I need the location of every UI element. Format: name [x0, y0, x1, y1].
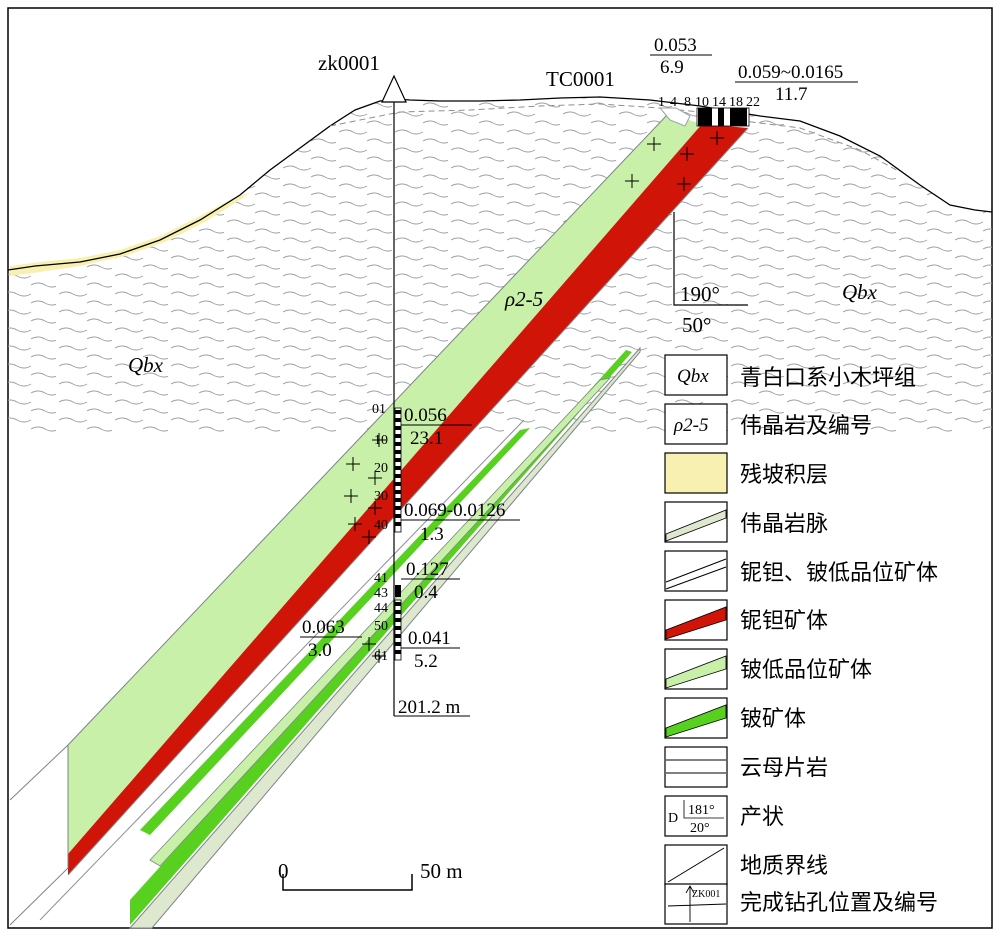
svg-text:云母片岩: 云母片岩: [740, 756, 828, 781]
drill-tick: 10: [374, 433, 388, 448]
svg-text:0.059~0.0165: 0.059~0.0165: [738, 62, 843, 83]
scale-start: 0: [278, 859, 289, 883]
svg-text:6.9: 6.9: [660, 57, 684, 78]
nbta-orebody: [68, 124, 748, 875]
scale-end: 50 m: [420, 859, 463, 883]
dashed-horizon: [719, 117, 901, 173]
drill-tick: 01: [372, 402, 386, 417]
svg-text:1.3: 1.3: [420, 524, 444, 545]
svg-text:0.069-0.0126: 0.069-0.0126: [404, 500, 505, 521]
be-lowgrade-vein: [149, 377, 612, 867]
grade-label: 0.056 23.1: [401, 405, 472, 449]
svg-text:地质界线: 地质界线: [740, 854, 828, 879]
svg-text:0.041: 0.041: [408, 628, 451, 649]
svg-text:产状: 产状: [740, 805, 784, 830]
svg-text:5.2: 5.2: [414, 651, 438, 672]
svg-text:0.127: 0.127: [406, 559, 449, 580]
attitude-symbol: [673, 212, 748, 306]
trench-sample-number: 8: [684, 95, 691, 110]
svg-text:0.053: 0.053: [654, 35, 697, 56]
pegmatite-vein-outline: [128, 346, 641, 929]
svg-text:完成钻孔位置及编号: 完成钻孔位置及编号: [740, 891, 938, 916]
be-ore-vein: [140, 428, 530, 835]
drill-hole-marker: [381, 74, 407, 103]
svg-text:ρ2-5: ρ2-5: [673, 415, 708, 436]
svg-text:ZK001: ZK001: [692, 889, 720, 900]
formation-label: Qbx: [842, 280, 878, 304]
attitude-dip: 50°: [682, 313, 711, 337]
svg-text:D: D: [668, 811, 678, 826]
grade-label: 0.059~0.0165 11.7: [735, 62, 858, 105]
trench-sample-number: 4: [670, 95, 677, 110]
scale-bar: [282, 874, 413, 891]
drill-tick: 43: [374, 586, 388, 601]
trench-sample-number: 10: [695, 95, 709, 110]
svg-text:铍矿体: 铍矿体: [740, 707, 806, 732]
dyke-label: ρ2-5: [504, 287, 543, 311]
trench-sample-number: 1: [658, 95, 665, 110]
drill-tick: 50: [374, 619, 388, 634]
svg-text:20°: 20°: [690, 821, 710, 836]
boundary-line: [39, 419, 525, 921]
grade-label: 0.069-0.0126 1.3: [401, 500, 520, 545]
trench-name: TC0001: [546, 67, 615, 91]
drill-tick: 40: [374, 518, 388, 533]
svg-text:0.4: 0.4: [414, 582, 438, 603]
svg-text:残坡积层: 残坡积层: [740, 463, 828, 488]
drill-hole-name: zk0001: [318, 51, 380, 75]
drill-tick: 44: [374, 601, 388, 616]
trench-samples: [658, 107, 750, 127]
drill-tick: 30: [374, 489, 388, 504]
pegmatite-crosses: [344, 131, 724, 663]
drill-tick: 20: [374, 461, 388, 476]
svg-text:铌钽矿体: 铌钽矿体: [740, 609, 828, 634]
dyke-boundary: [9, 113, 749, 926]
svg-text:青白口系小木坪组: 青白口系小木坪组: [740, 366, 916, 391]
svg-text:伟晶岩及编号: 伟晶岩及编号: [740, 414, 872, 439]
trench-sample-number: 22: [746, 95, 760, 110]
grade-label: 0.041 5.2: [401, 628, 460, 672]
trench-sample-number: 14: [712, 95, 726, 110]
ground-surface: [7, 96, 993, 271]
formation-label: Qbx: [128, 353, 164, 377]
svg-text:0.056: 0.056: [404, 405, 447, 426]
attitude-azimuth: 190°: [680, 282, 720, 306]
colluvium-strip: [10, 192, 250, 276]
drill-sample-intervals: [394, 407, 402, 661]
drill-tick: 61: [374, 649, 388, 664]
svg-text:0.063: 0.063: [302, 617, 345, 638]
grade-label: 0.053 6.9: [650, 35, 712, 78]
drill-hole-depth: 201.2 m: [398, 697, 461, 718]
svg-text:伟晶岩脉: 伟晶岩脉: [740, 512, 828, 537]
svg-text:Qbx: Qbx: [677, 366, 709, 387]
legend: Qbx 青白口系小木坪组 ρ2-5 伟晶岩及编号 残坡积层 伟晶岩脉 铌钽、铍低…: [664, 354, 938, 925]
svg-text:铍低品位矿体: 铍低品位矿体: [740, 658, 872, 683]
svg-text:铌钽、铍低品位矿体: 铌钽、铍低品位矿体: [740, 561, 938, 586]
svg-text:23.1: 23.1: [410, 428, 443, 449]
grade-label: 0.063 3.0: [300, 617, 362, 661]
drill-tick: 41: [374, 571, 388, 586]
grade-label: 0.127 0.4: [401, 559, 460, 603]
svg-text:3.0: 3.0: [308, 640, 332, 661]
svg-text:181°: 181°: [688, 803, 715, 818]
trench-sample-number: 18: [729, 95, 743, 110]
be-ore-vein: [130, 350, 632, 925]
svg-text:11.7: 11.7: [775, 84, 808, 105]
